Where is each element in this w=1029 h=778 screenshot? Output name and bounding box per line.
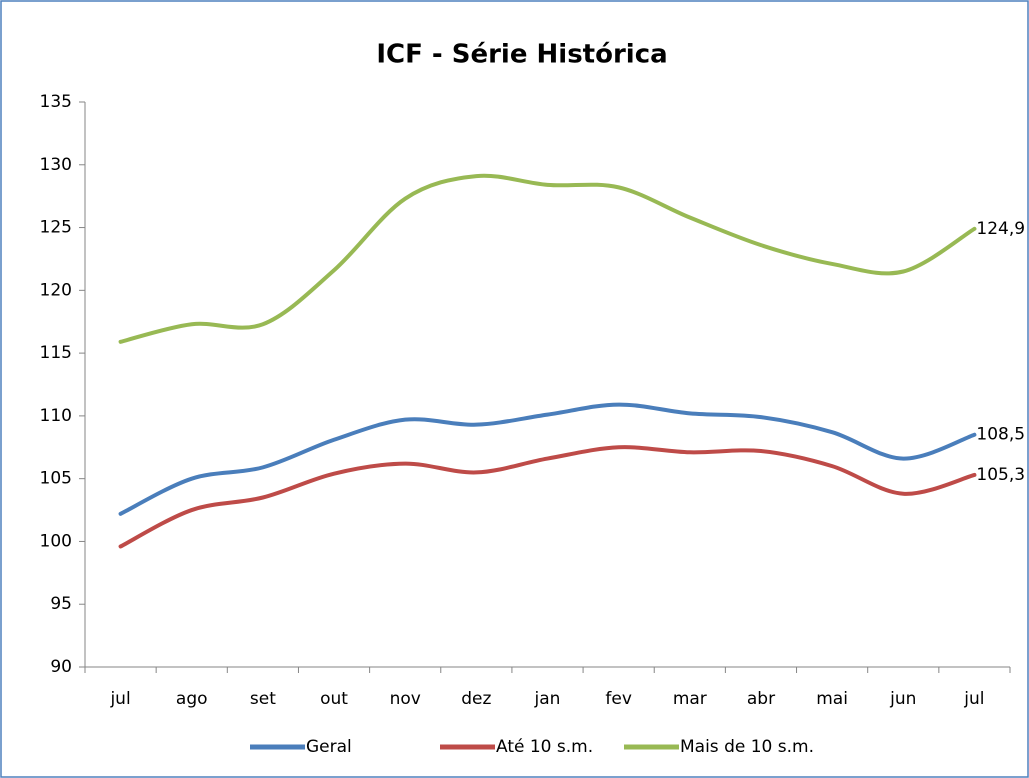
- x-tick-label: mai: [816, 689, 848, 709]
- y-tick-label: 125: [40, 218, 72, 238]
- data-label: 105,3: [976, 465, 1025, 485]
- y-tick-label: 110: [40, 406, 72, 426]
- y-tick-label: 95: [50, 594, 72, 614]
- series-line: [118, 402, 977, 516]
- x-tick-label: abr: [747, 689, 775, 709]
- x-tick-label: fev: [605, 689, 632, 709]
- y-tick-label: 115: [40, 343, 72, 363]
- x-tick-label: mar: [673, 689, 707, 709]
- x-tick-label: jul: [963, 689, 984, 709]
- x-tick-label: jul: [109, 689, 130, 709]
- x-tick-label: dez: [461, 689, 491, 709]
- y-tick-label: 90: [50, 657, 72, 677]
- legend-label: Mais de 10 s.m.: [680, 737, 814, 757]
- y-tick-label: 120: [40, 280, 72, 300]
- series-line: [118, 173, 977, 344]
- series-line: [118, 445, 977, 549]
- legend-label: Geral: [306, 737, 352, 757]
- x-tick-label: ago: [176, 689, 208, 709]
- y-tick-label: 105: [40, 469, 72, 489]
- x-tick-label: set: [250, 689, 276, 709]
- y-tick-label: 135: [40, 92, 72, 112]
- y-tick-label: 100: [40, 531, 72, 551]
- legend-label: Até 10 s.m.: [496, 737, 593, 757]
- x-tick-label: nov: [390, 689, 421, 709]
- x-tick-label: jun: [889, 689, 916, 709]
- y-tick-label: 130: [40, 155, 72, 175]
- x-tick-label: out: [320, 689, 348, 709]
- chart-title: ICF - Série Histórica: [376, 40, 667, 70]
- data-label: 108,5: [976, 425, 1025, 445]
- x-tick-label: jan: [534, 689, 561, 709]
- data-label: 124,9: [976, 219, 1025, 239]
